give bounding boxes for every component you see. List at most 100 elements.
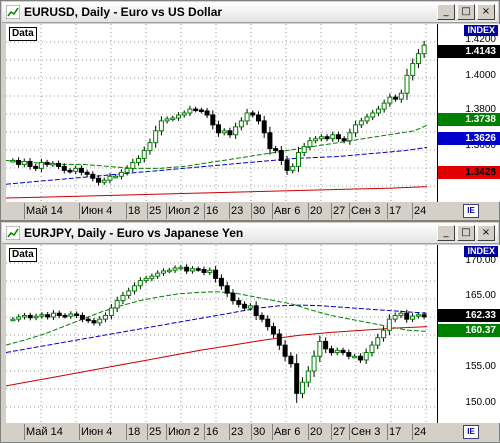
candle-body — [346, 352, 352, 357]
candle-body — [10, 318, 16, 322]
time-axis-separator — [272, 203, 273, 219]
x-tick-label: 23 — [231, 426, 244, 438]
candle-body — [44, 161, 50, 165]
y-tick: 150.00 — [465, 397, 496, 408]
candle-body — [120, 294, 126, 302]
candle-body — [68, 313, 74, 317]
index-label: INDEX — [464, 246, 498, 257]
candle-body — [67, 169, 73, 173]
candle-body — [136, 157, 142, 163]
minimize-button[interactable]: _ — [437, 4, 455, 20]
time-axis-separator — [79, 203, 80, 219]
candle-body — [398, 92, 404, 100]
candle-body — [404, 312, 410, 320]
close-button[interactable]: × — [477, 225, 495, 241]
candle-body — [118, 171, 124, 177]
candle-body — [218, 277, 224, 287]
time-axis-separator — [349, 203, 350, 219]
maximize-button[interactable]: □ — [457, 4, 475, 20]
candle-body — [213, 269, 219, 279]
index-label: INDEX — [464, 25, 498, 36]
candle-body — [126, 290, 132, 296]
candle-body — [189, 268, 195, 272]
candle-body — [278, 150, 284, 161]
x-tick-label: 17 — [389, 205, 402, 217]
candle-body — [27, 314, 33, 319]
close-button[interactable]: × — [477, 4, 495, 20]
eurjpy-plot-area[interactable]: Data — [6, 245, 437, 423]
time-axis-separator — [251, 203, 252, 219]
candle-body — [79, 314, 85, 320]
candle-body — [113, 175, 119, 179]
candle-body — [358, 120, 364, 126]
x-tick-label: Май 14 — [26, 205, 63, 217]
eurjpy-chart-window[interactable]: EURJPY, Daily - Euro vs Japanese Yen _ □… — [0, 221, 500, 443]
candle-body — [410, 63, 416, 76]
candle-body — [33, 315, 39, 319]
candle-body — [155, 272, 161, 277]
candle-body — [73, 167, 79, 172]
x-tick-label: 27 — [333, 205, 346, 217]
candle-body — [307, 140, 313, 148]
candle-body — [21, 160, 27, 165]
candle-body — [195, 268, 201, 271]
time-axis-separator — [166, 203, 167, 219]
candle-body — [124, 167, 130, 173]
candle-body — [160, 270, 166, 274]
y-tick: 1.3600 — [465, 140, 496, 151]
window-title: EURUSD, Daily - Euro vs US Dollar — [24, 5, 223, 19]
eurusd-titlebar[interactable]: EURUSD, Daily - Euro vs US Dollar _ □ × — [2, 2, 498, 23]
candle-body — [132, 285, 138, 292]
eurusd-chart-window[interactable]: EURUSD, Daily - Euro vs US Dollar _ □ × … — [0, 0, 500, 221]
candle-body — [103, 314, 109, 320]
candle-body — [370, 112, 376, 118]
candle-body — [299, 381, 305, 394]
time-axis-separator — [126, 203, 127, 219]
candle-body — [341, 138, 347, 142]
candle-body — [147, 142, 153, 152]
time-axis-separator — [387, 203, 388, 219]
ma-slow-line — [6, 326, 428, 387]
x-tick-label: 23 — [231, 205, 244, 217]
maximize-button[interactable]: □ — [457, 225, 475, 241]
x-tick-label: 16 — [206, 426, 219, 438]
candle-body — [242, 303, 248, 309]
candle-body — [247, 305, 253, 309]
candle-body — [347, 132, 353, 142]
time-axis-separator — [229, 203, 230, 219]
x-tick-label: 24 — [414, 205, 427, 217]
candle-body — [33, 165, 39, 169]
candle-body — [282, 344, 288, 357]
y-tick: 1.4000 — [465, 70, 496, 81]
candle-body — [193, 108, 199, 112]
candle-body — [45, 314, 51, 318]
candle-body — [230, 292, 236, 302]
candle-body — [295, 152, 301, 167]
x-tick-label: 18 — [128, 426, 141, 438]
eurjpy-price-axis: INDEX 170.00 165.00 155.00 150.00 162.33… — [437, 245, 500, 423]
candle-body — [340, 349, 346, 354]
eurjpy-titlebar[interactable]: EURJPY, Daily - Euro vs Japanese Yen _ □… — [2, 223, 498, 244]
candle-body — [227, 130, 233, 136]
candle-body — [207, 269, 213, 273]
candle-body — [166, 269, 172, 273]
candle-body — [364, 116, 370, 122]
ie-button[interactable]: IE — [463, 425, 479, 439]
candle-body — [91, 320, 97, 324]
time-axis-separator — [412, 203, 413, 219]
minimize-button[interactable]: _ — [437, 225, 455, 241]
candle-body — [318, 136, 324, 140]
candle-body — [216, 124, 221, 134]
current-price-box: 1.4143 — [438, 45, 500, 58]
candle-body — [276, 333, 282, 346]
ie-button[interactable]: IE — [463, 204, 479, 218]
x-tick-label: Сен 3 — [351, 205, 381, 217]
x-tick-label: 17 — [389, 426, 402, 438]
candle-body — [265, 318, 271, 328]
candle-body — [253, 305, 259, 316]
candle-body — [108, 307, 114, 316]
x-tick-label: Сен 3 — [351, 426, 381, 438]
eurusd-plot-area[interactable]: Data — [6, 24, 437, 202]
candle-body — [130, 161, 136, 169]
eurusd-time-axis: Май 14 Июн 4 18 25 Июл 2 16 23 30 Авг 6 20 27 Сен 3… — [6, 203, 437, 219]
